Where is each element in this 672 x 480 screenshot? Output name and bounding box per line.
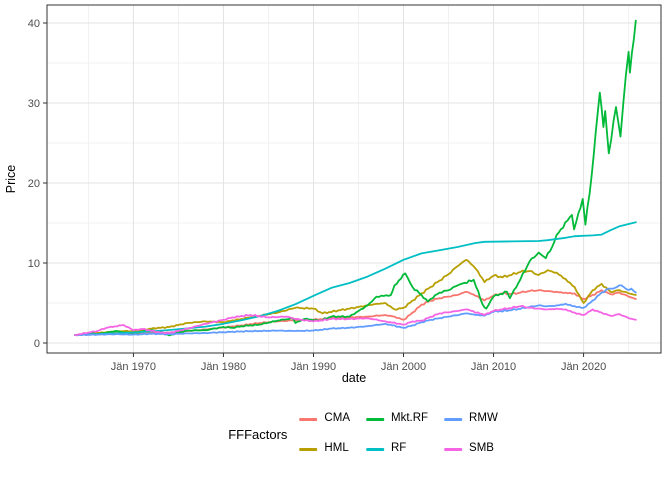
legend-key-smb	[444, 447, 463, 451]
legend: FFFactors CMA HML Mkt.RF RF RMW SMB	[228, 408, 498, 460]
legend-title: FFFactors	[228, 426, 288, 442]
y-tick-label: 40	[28, 18, 40, 30]
x-tick-label: Jän 1990	[291, 361, 336, 373]
x-tick-label: Jän 1970	[111, 361, 156, 373]
legend-label: HML	[324, 442, 349, 455]
legend-item-mkt-rf: Mkt.RF	[365, 408, 429, 430]
x-tick-label: Jän 2020	[561, 361, 606, 373]
legend-label: CMA	[324, 412, 350, 425]
legend-key-mkt-rf	[365, 417, 384, 421]
legend-label: RMW	[469, 412, 498, 425]
legend-label: Mkt.RF	[390, 412, 429, 425]
y-tick-label: 0	[34, 338, 40, 350]
legend-item-cma: CMA	[299, 408, 350, 430]
legend-key-rf	[365, 447, 384, 451]
series-line-mkt-rf	[74, 19, 637, 337]
axis-tick-labels: Jän 1970 Jän 1980 Jän 1990 Jän 2000 Jän 2010…	[28, 18, 606, 373]
y-tick-label: 30	[28, 98, 40, 110]
y-tick-label: 20	[28, 178, 40, 190]
legend-items: CMA HML Mkt.RF RF RMW SMB	[299, 408, 498, 460]
y-axis-title: Price	[4, 165, 18, 194]
legend-item-rmw: RMW	[444, 408, 498, 430]
series-lines	[74, 19, 637, 337]
legend-label: SMB	[469, 442, 494, 455]
legend-label: RF	[390, 442, 407, 455]
x-axis-title: date	[342, 371, 366, 385]
x-tick-label: Jän 2000	[381, 361, 426, 373]
y-tick-label: 10	[28, 258, 40, 270]
legend-item-hml: HML	[299, 438, 350, 460]
axis-ticks	[43, 22, 585, 357]
legend-key-hml	[299, 447, 318, 451]
minor-gridlines	[47, 5, 661, 353]
panel-border	[46, 4, 662, 354]
legend-item-rf: RF	[365, 438, 428, 460]
plot-area: Jän 1970 Jän 1980 Jän 1990 Jän 2000 Jän 2010…	[4, 4, 662, 385]
major-gridlines	[47, 5, 661, 353]
series-line-smb	[74, 305, 637, 336]
legend-item-smb: SMB	[444, 438, 498, 460]
x-tick-label: Jän 1980	[201, 361, 246, 373]
series-line-hml	[74, 258, 637, 336]
series-line-rmw	[74, 284, 637, 337]
legend-key-rmw	[444, 417, 463, 421]
legend-key-cma	[299, 417, 318, 421]
series-line-rf	[74, 221, 637, 336]
x-tick-label: Jän 2010	[471, 361, 516, 373]
